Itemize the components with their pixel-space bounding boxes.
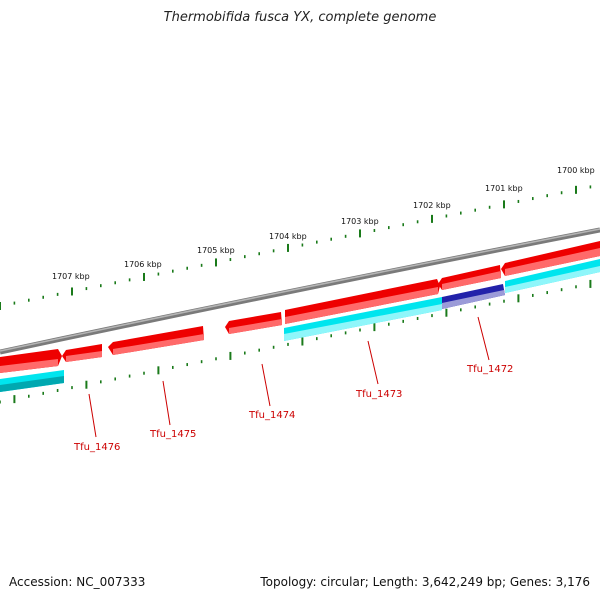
gene-forward-shade	[66, 351, 102, 362]
gene-forward-shade	[229, 319, 282, 334]
gene-forward-shade	[285, 287, 438, 324]
scale-label-1704: 1704 kbp	[269, 232, 307, 241]
gene-label-tfu-1473[interactable]: Tfu_1473	[355, 389, 402, 400]
gene-label-tfu-1472[interactable]: Tfu_1472	[466, 364, 513, 375]
reverse-strand-genes	[0, 259, 600, 392]
outer-tick-row	[0, 185, 592, 310]
gene-label-tfu-1476[interactable]: Tfu_1476	[73, 442, 120, 453]
map-title: Thermobifida fusca YX, complete genome	[163, 10, 437, 25]
gene-highlight-shade	[442, 290, 505, 309]
gene-forward-shade	[505, 248, 600, 276]
genome-backbone	[0, 227, 600, 355]
scale-labels: 1700 kbp 1701 kbp 1702 kbp 1703 kbp 1704…	[52, 166, 595, 281]
scale-label-1703: 1703 kbp	[341, 217, 379, 226]
gene-forward-shade	[442, 271, 501, 290]
scale-label-1705: 1705 kbp	[197, 246, 235, 255]
leader-line-tfu-1475	[162, 380, 171, 426]
gene-reverse-shade	[0, 376, 64, 392]
leader-line-tfu-1472	[477, 316, 490, 361]
accession-text: Accession: NC_007333	[9, 575, 146, 589]
gene-reverse-shade	[505, 266, 600, 293]
forward-strand-genes	[0, 241, 600, 373]
gene-reverse-shade	[284, 304, 442, 341]
leader-line-tfu-1474	[261, 363, 271, 407]
gene-leader-lines	[88, 316, 490, 438]
leader-line-tfu-1476	[88, 393, 97, 438]
gene-forward-shade	[0, 359, 58, 373]
gene-label-tfu-1474[interactable]: Tfu_1474	[248, 410, 295, 421]
scale-label-1706: 1706 kbp	[124, 260, 162, 269]
gene-labels: Tfu_1472 Tfu_1473 Tfu_1474 Tfu_1475 Tfu_…	[73, 364, 513, 453]
scale-label-1707: 1707 kbp	[52, 272, 90, 281]
genome-summary-text: Topology: circular; Length: 3,642,249 bp…	[260, 575, 590, 589]
inner-tick-row	[0, 279, 592, 404]
scale-label-1702: 1702 kbp	[413, 201, 451, 210]
gene-forward-shade	[113, 334, 204, 355]
leader-line-tfu-1473	[367, 340, 379, 385]
gene-label-tfu-1475[interactable]: Tfu_1475	[149, 429, 196, 440]
scale-label-1700: 1700 kbp	[557, 166, 595, 175]
scale-label-1701: 1701 kbp	[485, 184, 523, 193]
genome-backbone-highlight	[0, 228, 600, 352]
